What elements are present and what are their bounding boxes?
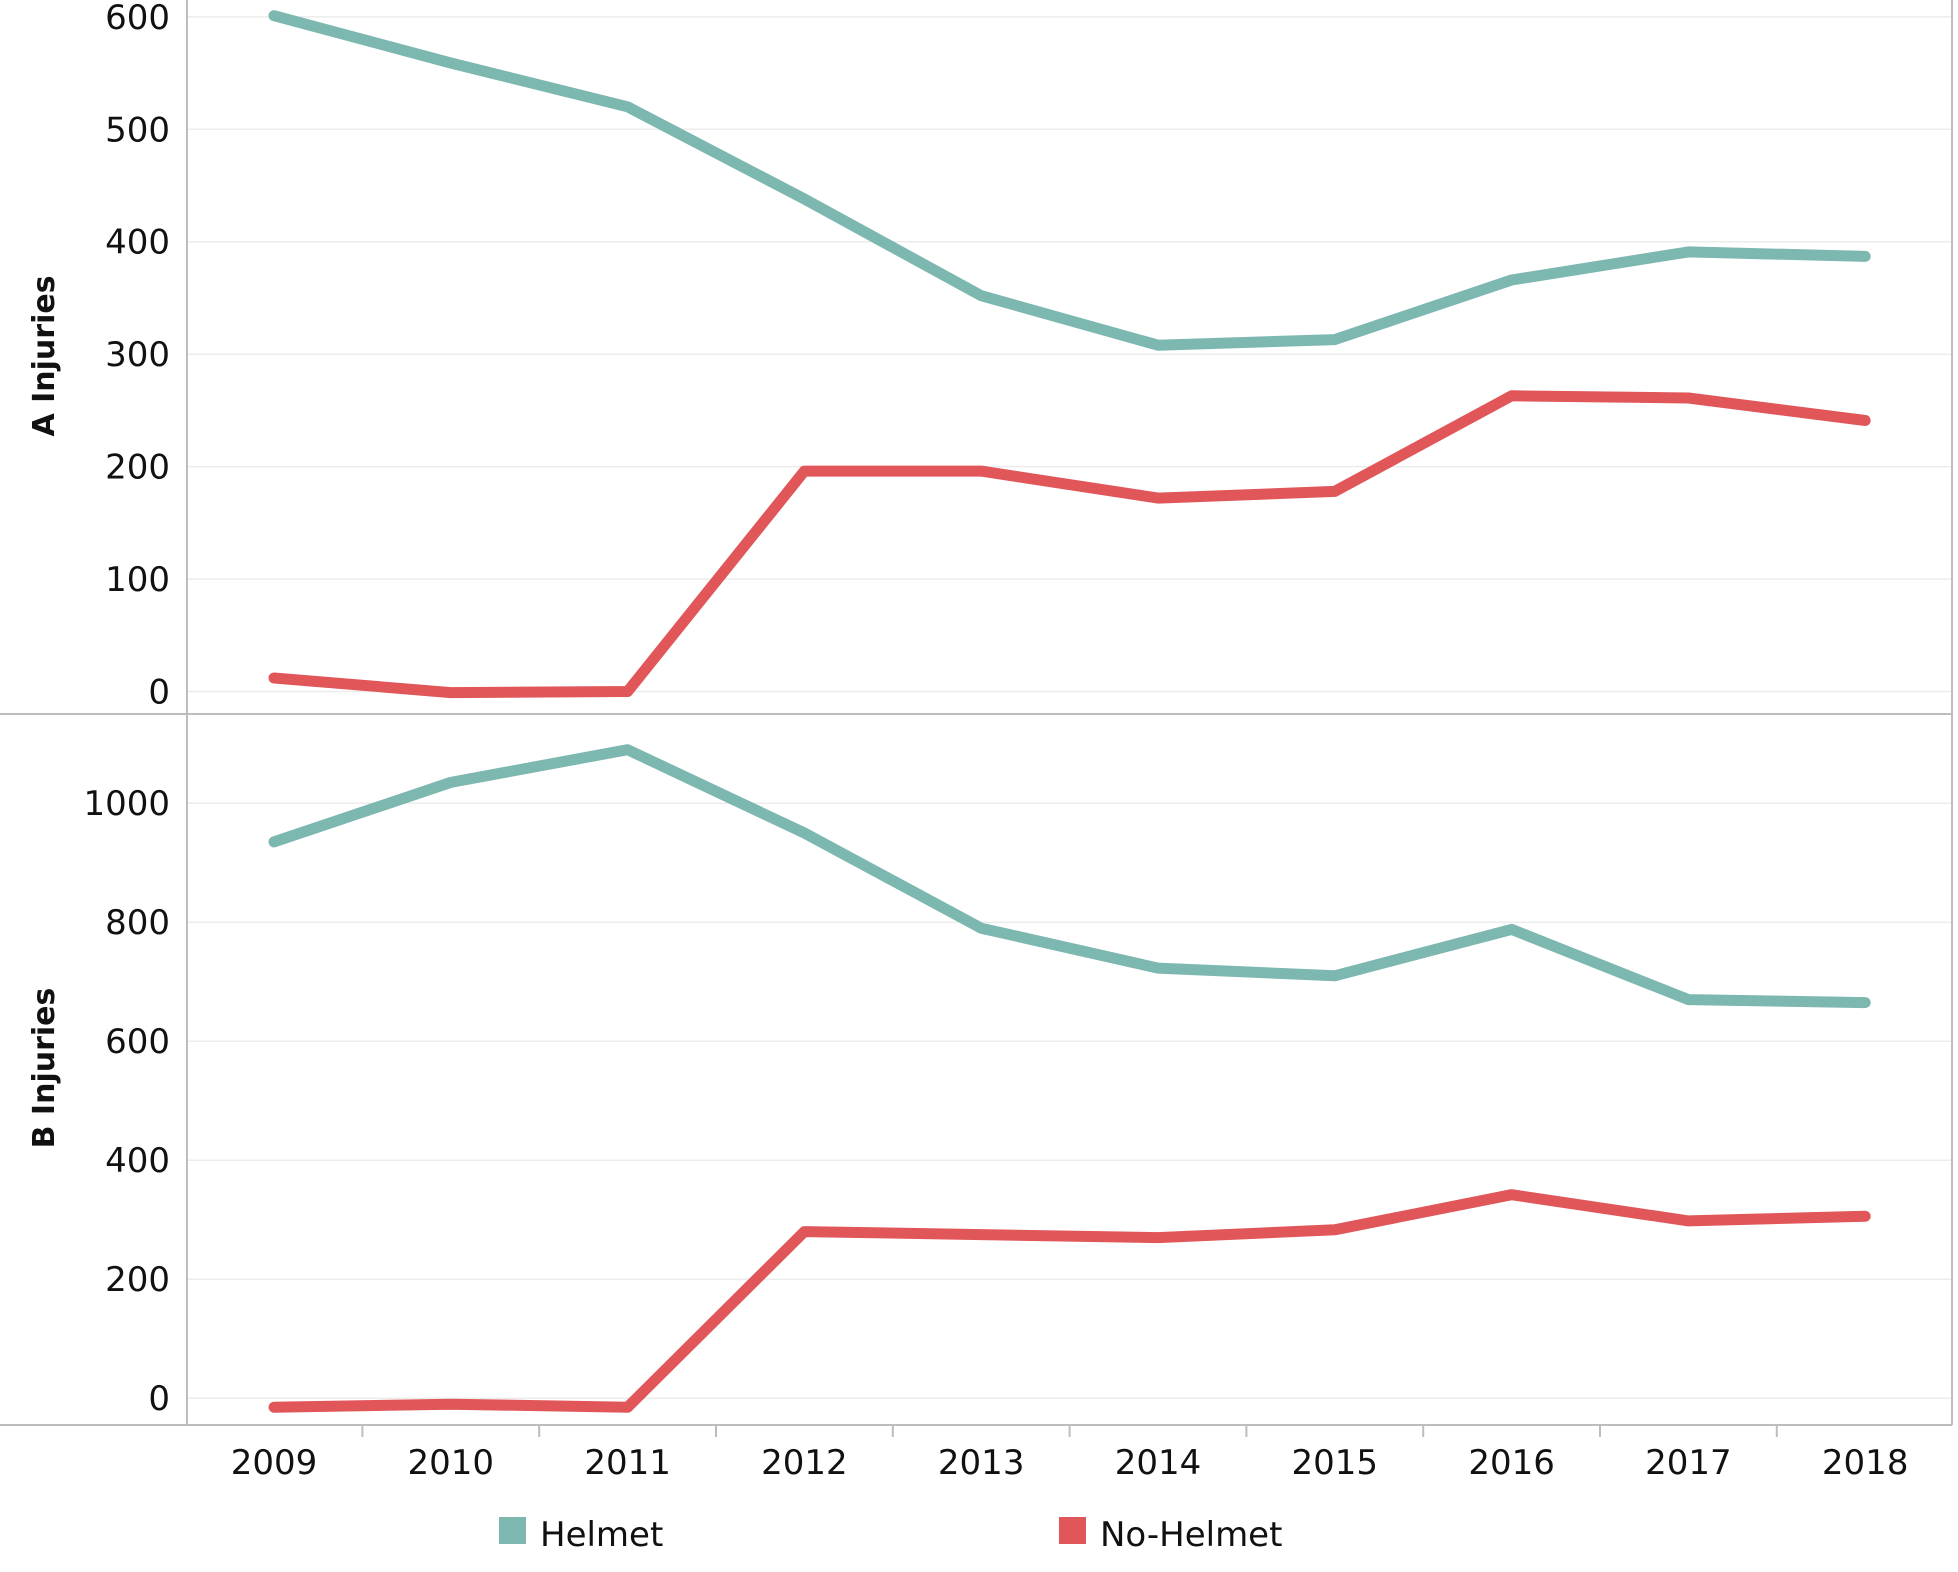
label-layer: 0 100 200 300 400 500 600 0 200 400 600 800 1000 2009… — [83, 0, 1908, 1483]
grid-layer — [187, 16, 1952, 1399]
x-tick-label-2009: 2009 — [231, 1443, 318, 1483]
y-axis-title-a: A Injuries — [27, 275, 62, 436]
y-tick-label-a-0: 0 — [148, 673, 170, 713]
y-tick-label-b-0: 0 — [148, 1379, 170, 1419]
legend-label-helmet: Helmet — [540, 1515, 663, 1555]
legend: Helmet No-Helmet — [499, 1515, 1282, 1555]
y-tick-label-b-800: 800 — [105, 903, 170, 943]
x-tick-label-2018: 2018 — [1822, 1443, 1909, 1483]
x-tick-label-2016: 2016 — [1468, 1443, 1555, 1483]
y-tick-label-a-300: 300 — [105, 335, 170, 375]
x-tick-label-2015: 2015 — [1292, 1443, 1379, 1483]
x-tick-label-2010: 2010 — [408, 1443, 495, 1483]
y-tick-label-a-400: 400 — [105, 223, 170, 263]
legend-label-no-helmet: No-Helmet — [1100, 1515, 1282, 1555]
series-line-b-no-helmet — [268, 1189, 1871, 1413]
y-tick-label-a-100: 100 — [105, 560, 170, 600]
y-tick-label-b-400: 400 — [105, 1141, 170, 1181]
x-tick-label-2014: 2014 — [1115, 1443, 1202, 1483]
y-tick-label-b-600: 600 — [105, 1022, 170, 1062]
series-line-b-helmet — [268, 744, 1871, 1009]
x-tick-label-2012: 2012 — [761, 1443, 848, 1483]
y-tick-label-a-600: 600 — [105, 0, 170, 38]
y-tick-label-a-500: 500 — [105, 110, 170, 150]
x-tick-label-2017: 2017 — [1645, 1443, 1732, 1483]
y-tick-label-a-200: 200 — [105, 448, 170, 488]
y-axis-title-b: B Injuries — [27, 988, 62, 1149]
legend-swatch-no-helmet — [1059, 1517, 1086, 1544]
y-tick-label-b-200: 200 — [105, 1260, 170, 1300]
y-tick-label-b-1000: 1000 — [83, 784, 170, 824]
axis-layer — [0, 0, 1953, 1437]
legend-swatch-helmet — [499, 1517, 526, 1544]
series-line-a-no-helmet — [268, 390, 1871, 699]
x-tick-label-2011: 2011 — [584, 1443, 671, 1483]
series-layer — [268, 10, 1871, 1413]
series-line-a-helmet — [268, 10, 1871, 351]
x-tick-label-2013: 2013 — [938, 1443, 1025, 1483]
